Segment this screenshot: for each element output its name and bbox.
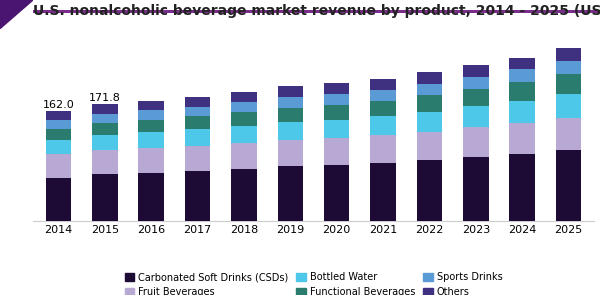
Bar [231, 102, 257, 112]
Bar [46, 154, 71, 178]
Bar [324, 94, 349, 105]
Bar [416, 95, 442, 112]
Bar [463, 89, 488, 106]
Text: U.S. nonalcoholic beverage market revenue by product, 2014 - 2025 (USD Billion): U.S. nonalcoholic beverage market revenu… [33, 4, 600, 18]
Bar [416, 160, 442, 221]
Bar [556, 60, 581, 74]
Bar [46, 120, 71, 129]
Bar [509, 101, 535, 123]
Bar [185, 117, 211, 129]
Bar [92, 104, 118, 114]
Bar [463, 77, 488, 89]
Bar [324, 105, 349, 120]
Bar [139, 132, 164, 148]
Bar [92, 150, 118, 174]
Bar [139, 148, 164, 173]
Bar [324, 138, 349, 165]
Bar [416, 84, 442, 95]
Bar [509, 58, 535, 69]
Bar [324, 120, 349, 138]
Bar [509, 123, 535, 154]
Bar [463, 106, 488, 127]
Bar [556, 150, 581, 221]
Bar [231, 169, 257, 221]
Bar [370, 79, 396, 90]
Bar [278, 140, 303, 166]
Bar [278, 97, 303, 108]
Bar [185, 129, 211, 146]
Bar [92, 174, 118, 221]
Bar [556, 48, 581, 60]
Bar [370, 163, 396, 221]
Bar [46, 111, 71, 120]
Text: 162.0: 162.0 [43, 100, 74, 110]
Bar [46, 140, 71, 154]
Bar [185, 107, 211, 117]
Bar [463, 157, 488, 221]
Bar [185, 97, 211, 107]
Bar [139, 110, 164, 120]
Bar [92, 114, 118, 123]
Bar [46, 129, 71, 140]
Text: 171.8: 171.8 [89, 93, 121, 103]
Bar [139, 173, 164, 221]
Bar [556, 119, 581, 150]
Bar [370, 117, 396, 135]
Bar [231, 126, 257, 143]
Bar [370, 135, 396, 163]
Bar [92, 135, 118, 150]
Bar [556, 74, 581, 94]
Legend: Carbonated Soft Drinks (CSDs), Fruit Beverages, Bottled Water, Functional Bevera: Carbonated Soft Drinks (CSDs), Fruit Bev… [125, 272, 502, 295]
Bar [46, 178, 71, 221]
Bar [463, 127, 488, 157]
Polygon shape [0, 0, 33, 29]
Bar [509, 82, 535, 101]
Bar [231, 143, 257, 169]
Bar [556, 94, 581, 119]
Bar [509, 69, 535, 82]
Bar [231, 92, 257, 102]
Bar [324, 165, 349, 221]
Bar [509, 154, 535, 221]
Bar [370, 101, 396, 117]
Bar [278, 122, 303, 140]
Bar [185, 146, 211, 171]
Bar [92, 123, 118, 135]
Bar [185, 171, 211, 221]
Bar [278, 108, 303, 122]
Bar [139, 101, 164, 110]
Bar [463, 65, 488, 77]
Bar [278, 86, 303, 97]
Bar [139, 120, 164, 132]
Bar [324, 83, 349, 94]
Bar [416, 72, 442, 84]
Bar [416, 112, 442, 132]
Bar [231, 112, 257, 126]
Bar [278, 166, 303, 221]
Bar [416, 132, 442, 160]
Bar [370, 90, 396, 101]
